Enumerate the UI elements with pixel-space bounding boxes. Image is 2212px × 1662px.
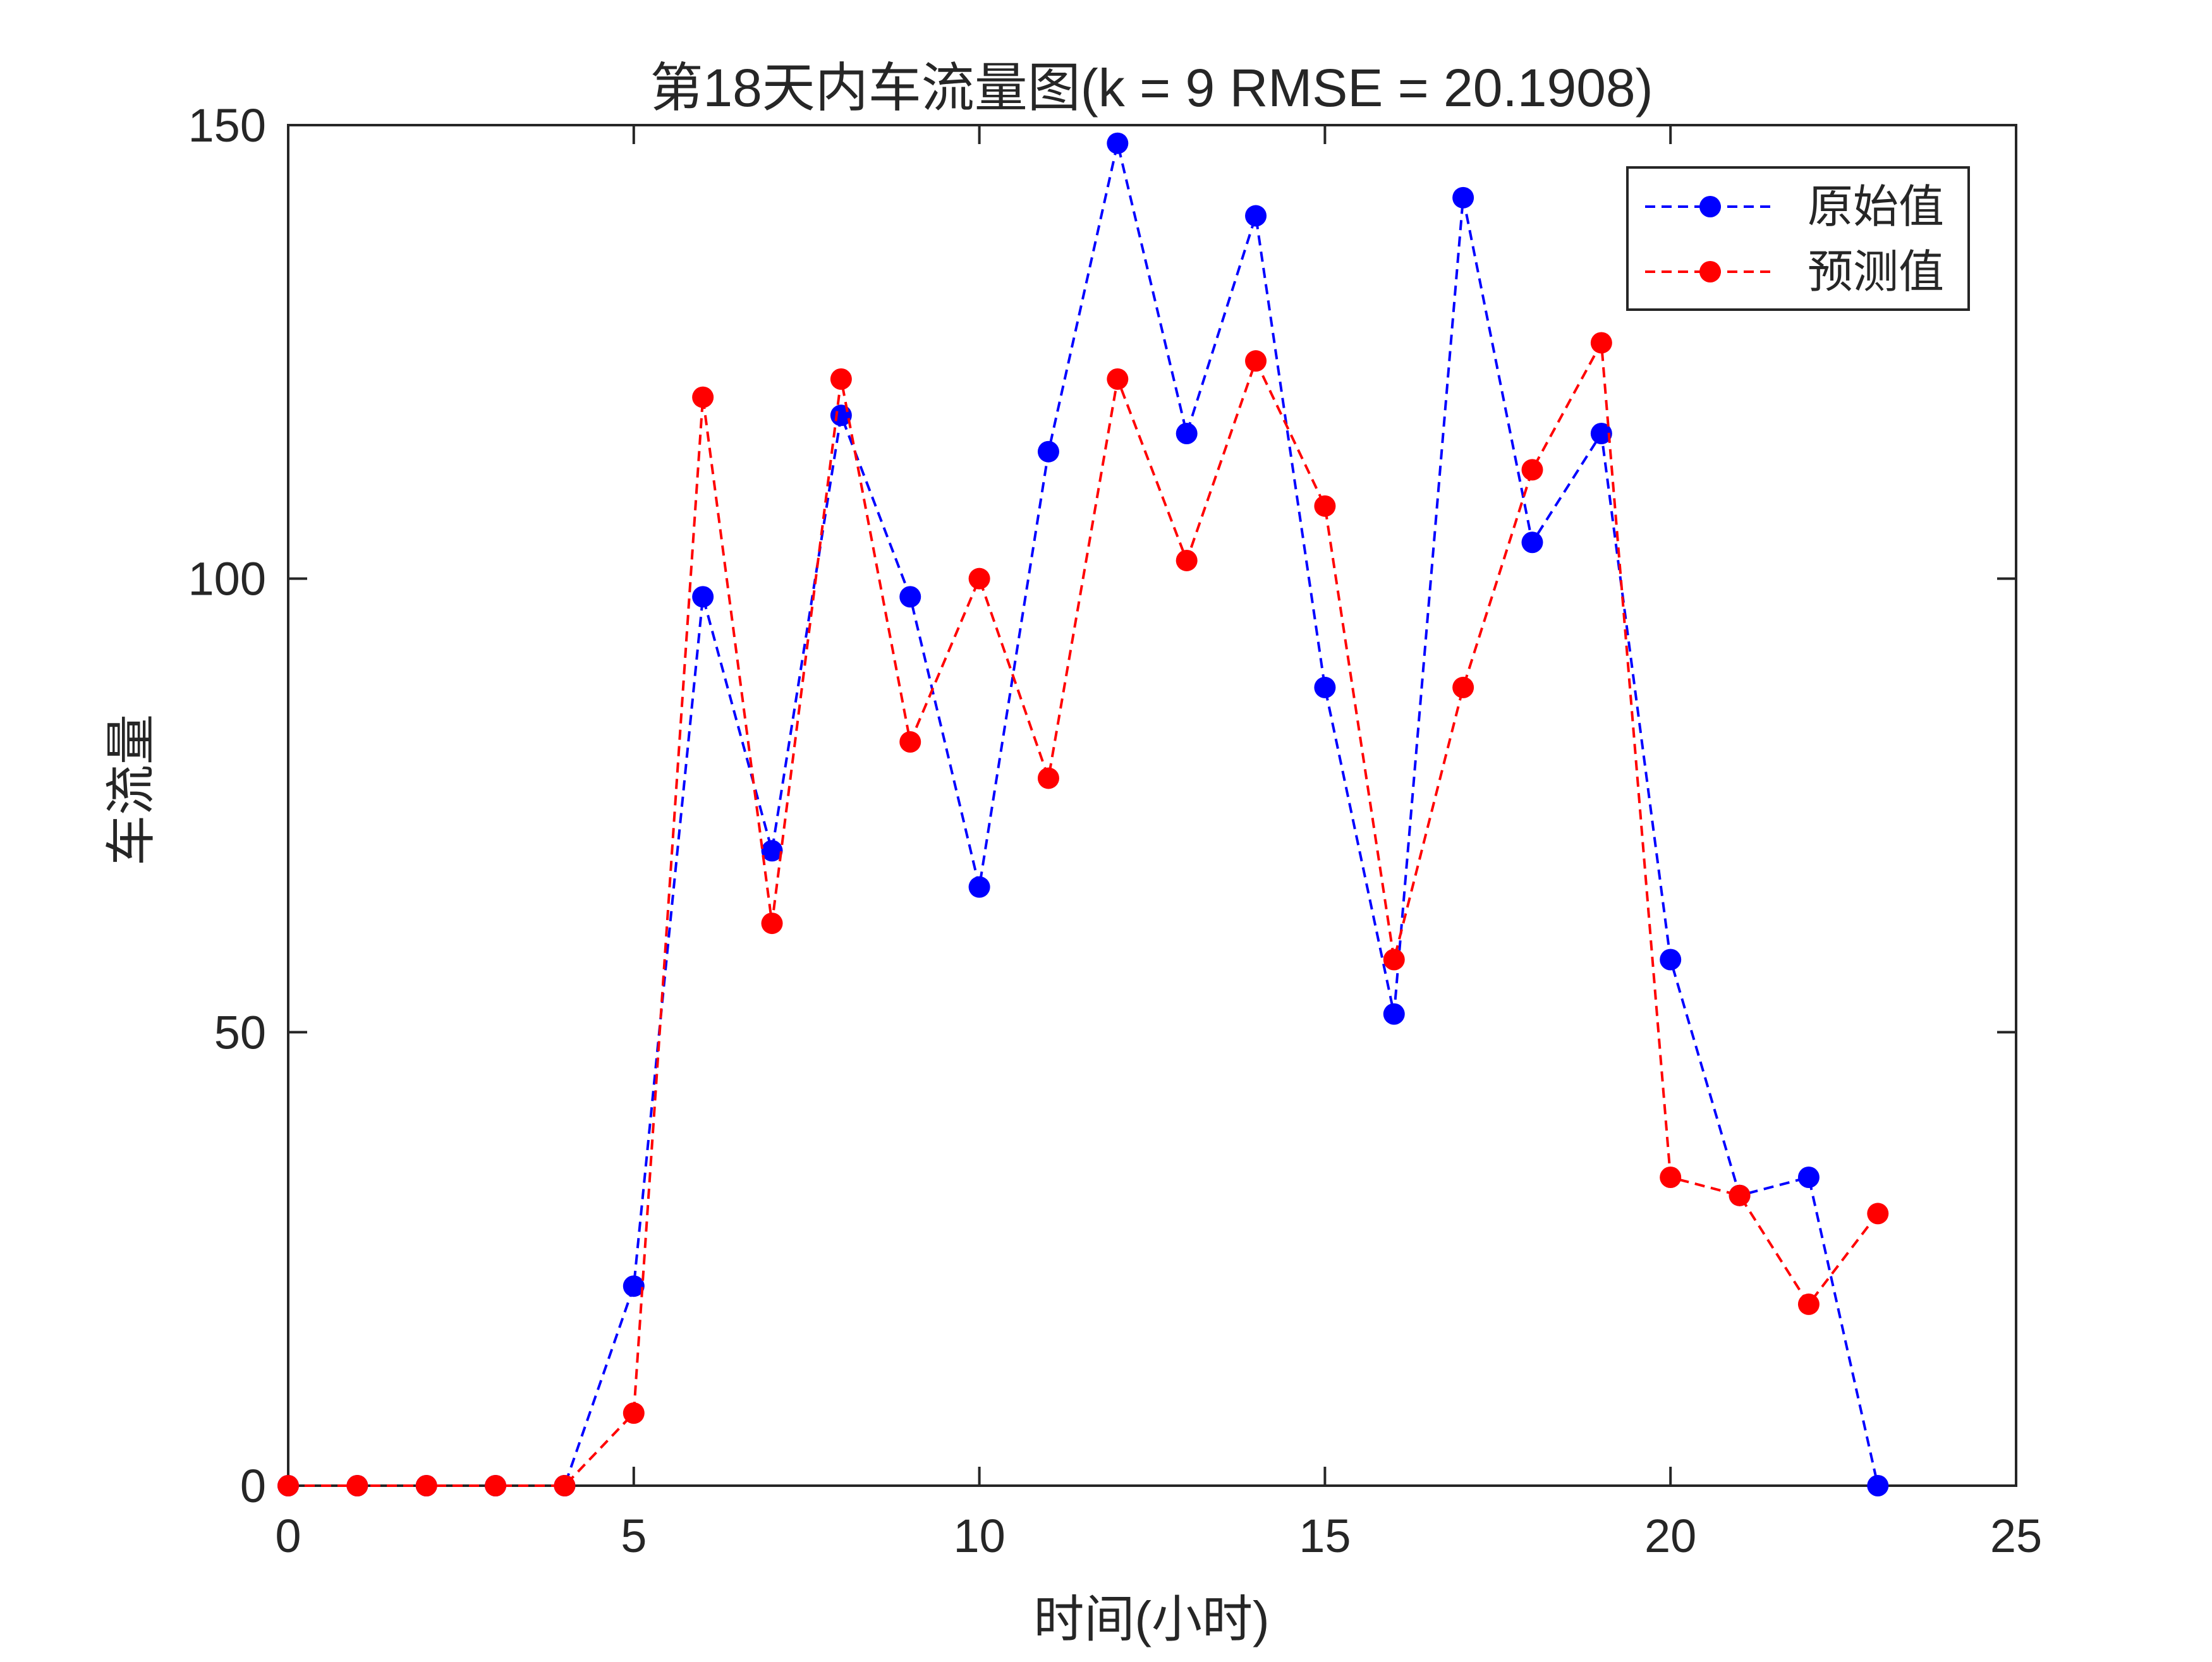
- y-tick-label: 100: [188, 553, 266, 605]
- chart-title: 第18天内车流量图(k = 9 RMSE = 20.1908): [650, 58, 1653, 118]
- series-1-point: [1590, 423, 1612, 445]
- series-2-point: [1797, 1293, 1820, 1315]
- x-tick-label: 10: [953, 1510, 1005, 1562]
- series-2-point: [1107, 368, 1129, 390]
- series-2-point: [1452, 676, 1474, 698]
- series-2-point: [1867, 1203, 1889, 1225]
- legend-label-1: 原始值: [1808, 182, 1944, 233]
- series-1-point: [1867, 1475, 1889, 1496]
- series-1-point: [1176, 423, 1198, 445]
- series-1-point: [899, 586, 921, 608]
- x-tick-label: 20: [1644, 1510, 1696, 1562]
- series-1-point: [1521, 531, 1543, 554]
- series-2-point: [1383, 949, 1405, 971]
- series-1-point: [1107, 132, 1129, 154]
- axes-box: [287, 124, 2017, 1487]
- series-2-point: [1176, 549, 1198, 571]
- legend-box: [1626, 166, 1970, 311]
- series-2-point: [692, 386, 714, 408]
- series-2-point: [830, 368, 852, 390]
- y-tick-label: 0: [240, 1460, 266, 1512]
- series-line-2: [288, 338, 1879, 1487]
- legend-marker-1: [1699, 196, 1721, 217]
- series-2-point: [1729, 1184, 1751, 1206]
- legend-label-2: 预测值: [1808, 247, 1944, 298]
- series-1-point: [1452, 186, 1474, 209]
- series-1-point: [1314, 676, 1336, 698]
- series-2-point: [1521, 459, 1543, 481]
- series-2-point: [968, 567, 990, 590]
- series-1-point: [692, 586, 714, 608]
- plot-area: 0 5 10 15 20 25 0 50 100 150: [188, 99, 2043, 1562]
- series-1-point: [623, 1275, 645, 1297]
- series-2-point: [1590, 332, 1612, 354]
- series-2-point: [277, 1475, 299, 1496]
- series-1-point: [1245, 205, 1267, 227]
- series-2-point: [1037, 767, 1059, 789]
- series-2-point: [899, 731, 921, 753]
- y-axis-title: 车流量: [103, 714, 159, 866]
- series-2-point: [1314, 495, 1336, 517]
- series-1-point: [968, 876, 990, 898]
- series-1-point: [1037, 440, 1059, 463]
- series-1-point: [1383, 1003, 1405, 1025]
- y-tick-label: 150: [188, 99, 266, 152]
- series-2-point: [485, 1475, 507, 1496]
- series-2-point: [415, 1475, 437, 1496]
- series-1-point: [1660, 949, 1682, 971]
- x-axis-title: 时间(小时): [1033, 1591, 1269, 1647]
- series-2-point: [346, 1475, 368, 1496]
- series-2-point: [761, 913, 783, 935]
- series-2-point: [1660, 1166, 1682, 1188]
- series-1-point: [761, 840, 783, 862]
- series-2-point: [554, 1475, 576, 1496]
- series-2-point: [1245, 350, 1267, 372]
- y-tick-label: 50: [214, 1006, 266, 1058]
- x-tick-label: 5: [621, 1510, 647, 1562]
- series-2-point: [623, 1402, 645, 1424]
- x-tick-label: 25: [1990, 1510, 2042, 1562]
- series-1-point: [1797, 1166, 1820, 1188]
- x-tick-label: 0: [275, 1510, 301, 1562]
- legend-marker-2: [1699, 261, 1721, 282]
- x-tick-label: 15: [1299, 1510, 1351, 1562]
